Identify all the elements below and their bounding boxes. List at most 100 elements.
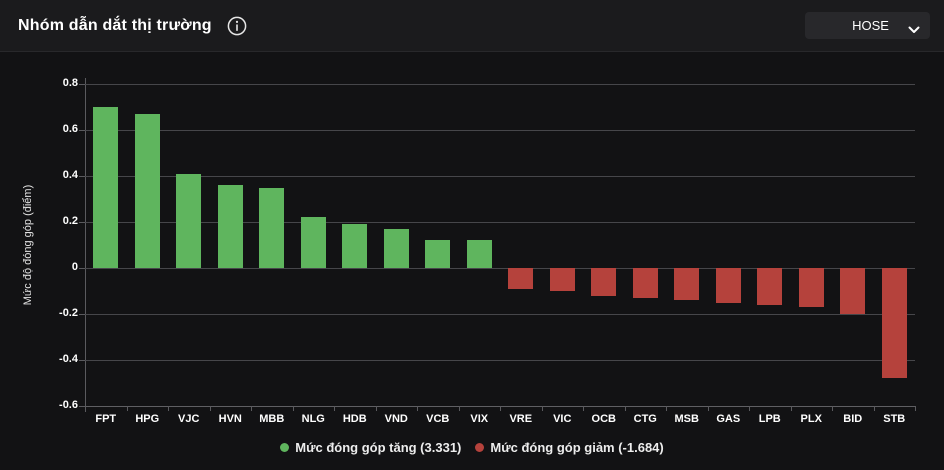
bar-MBB[interactable] <box>259 187 285 268</box>
x-label-HDB: HDB <box>342 413 367 425</box>
chart-legend: Mức đóng góp tăng (3.331) Mức đóng góp gi… <box>0 440 944 455</box>
legend-label: Mức đóng góp giảm (-1.684) <box>490 440 664 455</box>
x-label-STB: STB <box>883 413 906 425</box>
y-axis-line <box>85 78 86 412</box>
panel-header: Nhóm dẫn dắt thị trường HOSE <box>0 0 944 52</box>
x-label-MSB: MSB <box>674 413 699 425</box>
x-tick-mark <box>458 406 460 411</box>
x-label-VJC: VJC <box>178 413 200 425</box>
bar-NLG[interactable] <box>300 217 326 268</box>
y-tick-mark <box>79 360 85 361</box>
bar-BID[interactable] <box>840 268 866 314</box>
y-tick-mark <box>79 314 85 315</box>
legend-dot-decrease <box>475 443 485 452</box>
legend-item-decrease[interactable]: Mức đóng góp giảm (-1.684) <box>475 440 664 455</box>
y-tick-label: 0.8 <box>62 77 78 89</box>
y-tick-label: 0.6 <box>62 123 78 135</box>
x-tick-mark <box>915 406 916 411</box>
x-label-CTG: CTG <box>633 413 657 425</box>
chevron-down-icon <box>908 21 920 39</box>
bar-VIC[interactable] <box>549 268 575 291</box>
y-axis-title: Mức độ đóng góp (điểm) <box>22 184 34 306</box>
y-tick-mark <box>79 176 85 177</box>
y-tick-label: -0.6 <box>59 399 78 411</box>
gridline <box>85 314 915 315</box>
x-tick-mark <box>85 406 86 411</box>
panel-title: Nhóm dẫn dắt thị trường <box>18 16 212 34</box>
gridline <box>85 176 915 177</box>
x-tick-mark <box>541 406 543 411</box>
x-tick-mark <box>292 406 294 411</box>
bar-GAS[interactable] <box>715 268 741 303</box>
x-tick-mark <box>168 406 169 411</box>
x-label-FPT: FPT <box>95 413 117 425</box>
x-label-PLX: PLX <box>800 413 822 425</box>
x-tick-mark <box>790 406 792 411</box>
y-tick-mark <box>79 406 85 407</box>
gridline <box>85 222 915 223</box>
bar-VRE[interactable] <box>508 268 534 289</box>
y-tick-mark <box>79 268 85 269</box>
y-tick-label: -0.2 <box>59 307 78 319</box>
bar-VCB[interactable] <box>425 240 451 268</box>
x-label-OCB: OCB <box>591 413 616 425</box>
y-tick-mark <box>79 84 85 85</box>
x-label-LPB: LPB <box>758 413 781 425</box>
gridline <box>85 130 915 131</box>
x-tick-mark <box>749 406 750 411</box>
bar-VND[interactable] <box>383 228 409 268</box>
y-tick-label: 0.2 <box>62 215 78 227</box>
x-label-BID: BID <box>843 413 863 425</box>
bar-MSB[interactable] <box>674 268 700 301</box>
legend-label: Mức đóng góp tăng (3.331) <box>295 440 462 455</box>
gridline <box>85 84 915 85</box>
x-tick-mark <box>417 406 418 411</box>
x-label-HPG: HPG <box>135 413 160 425</box>
legend-dot-increase <box>280 443 290 452</box>
x-label-VRE: VRE <box>509 413 533 425</box>
x-tick-mark <box>126 406 128 411</box>
x-label-MBB: MBB <box>259 413 285 425</box>
bar-FPT[interactable] <box>93 107 119 268</box>
x-tick-mark <box>666 406 667 411</box>
x-label-VND: VND <box>384 413 408 425</box>
bar-HPG[interactable] <box>134 113 160 268</box>
exchange-dropdown-value: HOSE <box>852 18 889 33</box>
bar-VJC[interactable] <box>176 173 202 268</box>
y-tick-label: -0.4 <box>59 353 78 365</box>
info-icon[interactable] <box>226 15 248 37</box>
exchange-dropdown[interactable]: HOSE <box>805 12 930 39</box>
bar-OCB[interactable] <box>591 268 617 296</box>
legend-item-increase[interactable]: Mức đóng góp tăng (3.331) <box>280 440 461 455</box>
gridline <box>85 268 915 269</box>
bar-STB[interactable] <box>881 268 907 379</box>
x-label-GAS: GAS <box>716 413 741 425</box>
bar-HVN[interactable] <box>217 185 243 268</box>
x-tick-mark <box>209 406 211 411</box>
x-tick-mark <box>583 406 584 411</box>
gridline <box>85 360 915 361</box>
bar-LPB[interactable] <box>757 268 783 305</box>
plot-area <box>85 84 915 407</box>
x-tick-mark <box>500 406 501 411</box>
bar-HDB[interactable] <box>342 224 368 268</box>
x-tick-mark <box>707 406 709 411</box>
x-tick-mark <box>873 406 875 411</box>
bar-VIX[interactable] <box>466 240 492 268</box>
x-label-HVN: HVN <box>218 413 242 425</box>
y-tick-mark <box>79 222 85 223</box>
x-tick-mark <box>624 406 626 411</box>
bar-PLX[interactable] <box>798 268 824 308</box>
y-tick-mark <box>79 130 85 131</box>
x-tick-mark <box>375 406 377 411</box>
y-tick-label: 0.4 <box>62 169 78 181</box>
x-label-VIC: VIC <box>553 413 572 425</box>
bar-CTG[interactable] <box>632 268 658 298</box>
x-tick-mark <box>334 406 335 411</box>
y-tick-label: 0 <box>71 261 78 273</box>
x-label-NLG: NLG <box>301 413 325 425</box>
x-tick-mark <box>251 406 252 411</box>
x-label-VIX: VIX <box>470 413 489 425</box>
x-tick-mark <box>832 406 833 411</box>
